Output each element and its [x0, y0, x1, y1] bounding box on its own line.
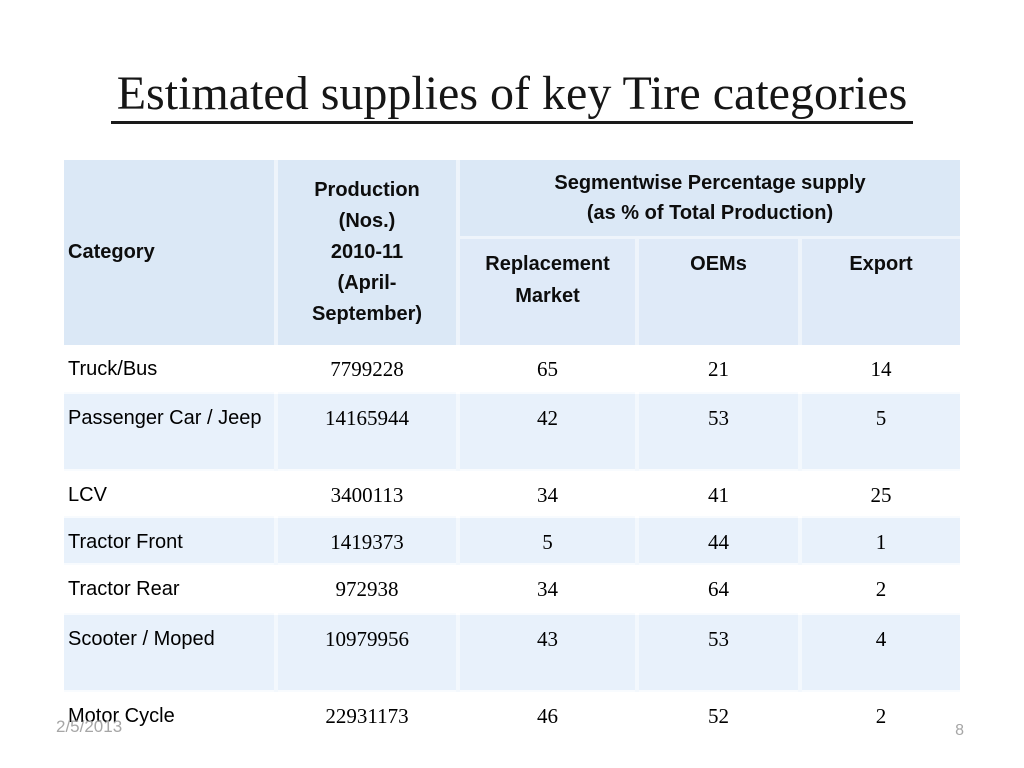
col-header-production: Production (Nos.) 2010-11 (April- Septem…: [274, 160, 458, 345]
title-container: Estimated supplies of key Tire categorie…: [0, 70, 1024, 124]
cell-category: Motor Cycle: [64, 691, 276, 751]
cell-category: Tractor Rear: [64, 564, 276, 614]
cell-production: 3400113: [276, 470, 458, 517]
cell-replacement: 5: [456, 516, 637, 565]
cell-export: 25: [800, 470, 960, 517]
cell-replacement: 46: [458, 691, 637, 751]
slide-title: Estimated supplies of key Tire categorie…: [110, 70, 914, 124]
table-row-lcv: LCV 3400113 34 41 25: [64, 470, 960, 517]
cell-production: 1419373: [274, 516, 458, 565]
cell-production: 14165944: [274, 392, 458, 471]
page-number: 8: [955, 722, 964, 739]
cell-oems: 41: [637, 470, 800, 517]
cell-oems: 53: [635, 392, 800, 471]
cell-oems: 64: [637, 564, 800, 614]
cell-export: 1: [798, 516, 960, 565]
cell-replacement: 34: [458, 564, 637, 614]
cell-replacement: 42: [456, 392, 637, 471]
table-row-motor-cycle: Motor Cycle 22931173 46 52 2: [64, 691, 960, 751]
col-header-oems: OEMs: [635, 235, 800, 345]
cell-oems: 21: [637, 345, 800, 393]
cell-oems: 44: [635, 516, 800, 565]
cell-category: Tractor Front: [64, 516, 276, 565]
table-row-passenger-car-jeep: Passenger Car / Jeep 14165944 42 53 5: [64, 392, 960, 471]
tire-supplies-table: Category Production (Nos.) 2010-11 (Apri…: [64, 160, 960, 751]
cell-category: LCV: [64, 470, 276, 517]
cell-category: Passenger Car / Jeep: [64, 392, 276, 471]
cell-export: 2: [800, 691, 960, 751]
cell-production: 7799228: [276, 345, 458, 393]
cell-production: 972938: [276, 564, 458, 614]
cell-production: 22931173: [276, 691, 458, 751]
cell-category: Truck/Bus: [64, 345, 276, 393]
cell-export: 14: [800, 345, 960, 393]
cell-oems: 52: [637, 691, 800, 751]
table-row-truck-bus: Truck/Bus 7799228 65 21 14: [64, 345, 960, 393]
col-header-segmentwise: Segmentwise Percentage supply (as % of T…: [456, 160, 960, 237]
col-header-category: Category: [64, 160, 276, 345]
cell-replacement: 65: [458, 345, 637, 393]
header-row-sub: Replacement Market OEMs Export: [64, 235, 960, 345]
col-header-replacement-market: Replacement Market: [456, 235, 637, 345]
table-row-tractor-rear: Tractor Rear 972938 34 64 2: [64, 564, 960, 614]
table-row-tractor-front: Tractor Front 1419373 5 44 1: [64, 516, 960, 565]
header-row-top: Category Production (Nos.) 2010-11 (Apri…: [64, 160, 960, 345]
cell-production: 10979956: [274, 613, 458, 692]
cell-oems: 53: [635, 613, 800, 692]
footer-date: 2/5/2013: [56, 717, 123, 736]
cell-category: Scooter / Moped: [64, 613, 276, 692]
cell-export: 5: [798, 392, 960, 471]
cell-export: 4: [798, 613, 960, 692]
cell-replacement: 34: [458, 470, 637, 517]
cell-replacement: 43: [456, 613, 637, 692]
col-header-export: Export: [798, 235, 960, 345]
table-row-scooter-moped: Scooter / Moped 10979956 43 53 4: [64, 613, 960, 692]
cell-export: 2: [800, 564, 960, 614]
